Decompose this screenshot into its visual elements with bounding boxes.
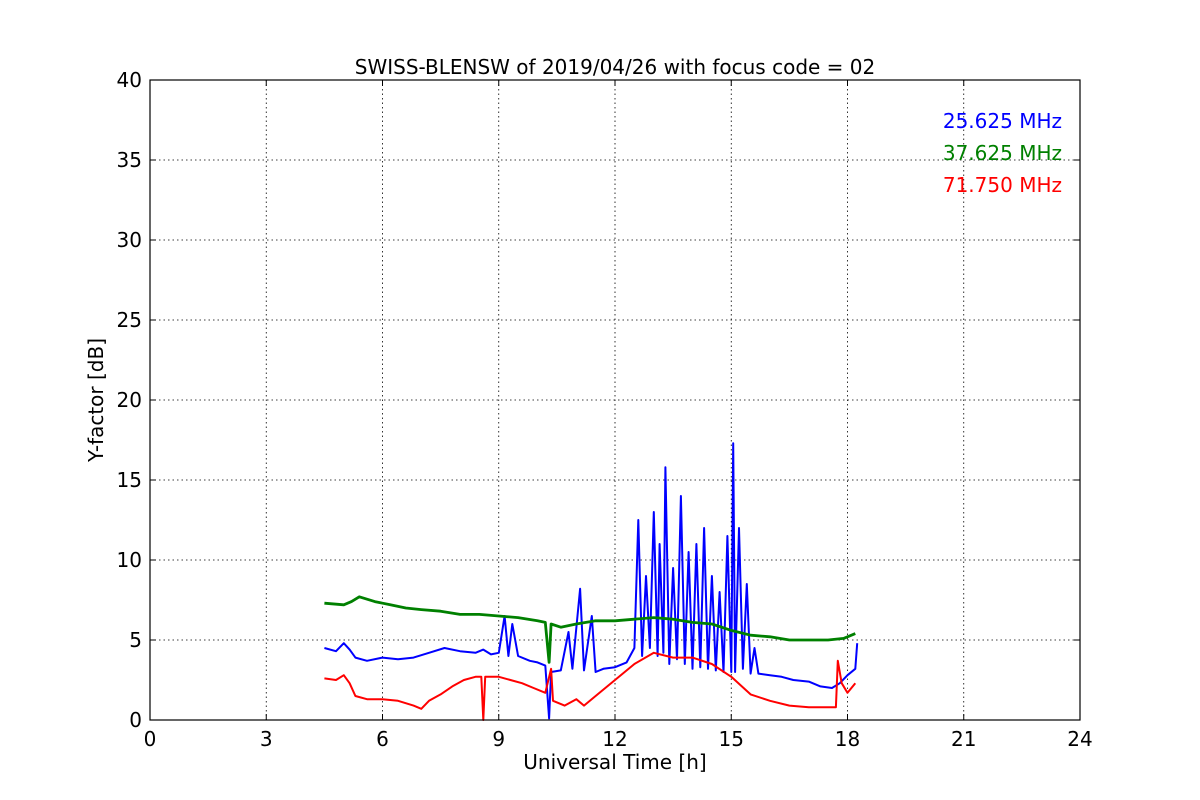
series-line-3 bbox=[324, 651, 857, 721]
y-tick-label: 5 bbox=[129, 628, 142, 652]
x-tick-label: 12 bbox=[602, 727, 627, 751]
data-series bbox=[324, 442, 859, 721]
y-tick-label: 15 bbox=[117, 468, 142, 492]
legend-label-2: 37.625 MHz bbox=[943, 141, 1062, 165]
x-tick-label: 15 bbox=[719, 727, 744, 751]
legend-label-3: 71.750 MHz bbox=[943, 173, 1062, 197]
y-tick-label: 40 bbox=[117, 68, 142, 92]
y-tick-label: 30 bbox=[117, 228, 142, 252]
y-tick-label: 10 bbox=[117, 548, 142, 572]
y-tick-label: 20 bbox=[117, 388, 142, 412]
x-tick-label: 0 bbox=[144, 727, 157, 751]
x-tick-label: 24 bbox=[1067, 727, 1092, 751]
grid-lines bbox=[150, 80, 1080, 720]
y-tick-label: 0 bbox=[129, 708, 142, 732]
legend: 25.625 MHz 37.625 MHz 71.750 MHz bbox=[943, 109, 1062, 197]
y-axis-label: Y-factor [dB] bbox=[84, 338, 108, 463]
legend-label-1: 25.625 MHz bbox=[943, 109, 1062, 133]
plot-frame bbox=[149, 79, 1081, 721]
series-line-1 bbox=[324, 442, 859, 720]
x-tick-label: 6 bbox=[376, 727, 389, 751]
series-line-2 bbox=[324, 595, 856, 664]
x-axis-label: Universal Time [h] bbox=[523, 750, 706, 774]
x-tick-label: 9 bbox=[492, 727, 505, 751]
x-tick-label: 3 bbox=[260, 727, 273, 751]
y-tick-label: 35 bbox=[117, 148, 142, 172]
y-tick-label: 25 bbox=[117, 308, 142, 332]
y-tick-labels: 0 5 10 15 20 25 30 35 40 bbox=[117, 68, 142, 732]
x-tick-labels: 0 3 6 9 12 15 18 21 24 bbox=[144, 727, 1093, 751]
x-tick-label: 21 bbox=[951, 727, 976, 751]
x-tick-label: 18 bbox=[835, 727, 860, 751]
chart-title: SWISS-BLENSW of 2019/04/26 with focus co… bbox=[355, 55, 876, 79]
